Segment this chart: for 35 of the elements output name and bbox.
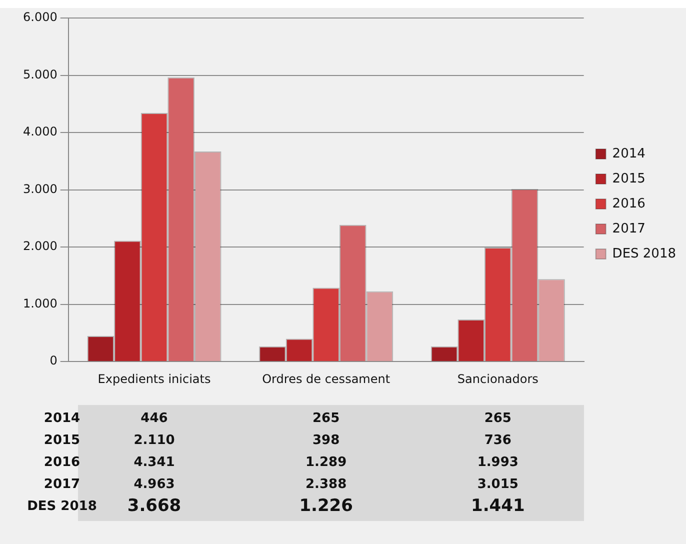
data-label: 1.441 — [471, 496, 525, 516]
y-tick-label: 4.000 — [22, 124, 58, 139]
data-label: 1.993 — [477, 455, 518, 470]
data-label: 736 — [484, 433, 512, 448]
data-label: 4.963 — [134, 477, 175, 492]
text: 2015 — [44, 433, 80, 448]
data-label: 3.668 — [127, 496, 182, 516]
text: 2014 — [44, 411, 80, 426]
data-label: 4.341 — [134, 455, 175, 470]
legend-label: 2015 — [612, 171, 646, 186]
y-tick-label: 0 — [50, 354, 58, 368]
y-tick-label: 5.000 — [22, 67, 58, 82]
text: 2016 — [44, 455, 80, 470]
data-label: 2.388 — [306, 477, 347, 492]
data-label: 265 — [484, 411, 512, 426]
data-label: 2.110 — [134, 433, 175, 448]
legend-label: 2017 — [612, 221, 646, 236]
data-label: 1.226 — [299, 496, 353, 516]
data-label: 1.289 — [306, 455, 347, 470]
x-tick-label: Ordres de cessament — [262, 372, 390, 386]
x-tick-label: Expedients iniciats — [98, 372, 211, 386]
y-tick-label: 6.000 — [22, 10, 58, 24]
data-label: 398 — [312, 433, 340, 448]
data-label: 265 — [312, 411, 340, 426]
legend-label: 2016 — [612, 196, 646, 212]
x-tick-label: Sancionadors — [457, 372, 538, 386]
legend-label: 2014 — [612, 146, 646, 162]
y-tick-label: 1.000 — [22, 296, 58, 310]
y-tick-label: 2.000 — [22, 239, 58, 254]
text: 2017 — [44, 477, 80, 492]
text: DES 2018 — [27, 499, 97, 514]
legend-label: DES 2018 — [612, 246, 676, 262]
data-label: 3.015 — [477, 477, 518, 492]
y-tick-label: 3.000 — [22, 182, 58, 196]
data-label: 446 — [140, 411, 168, 426]
